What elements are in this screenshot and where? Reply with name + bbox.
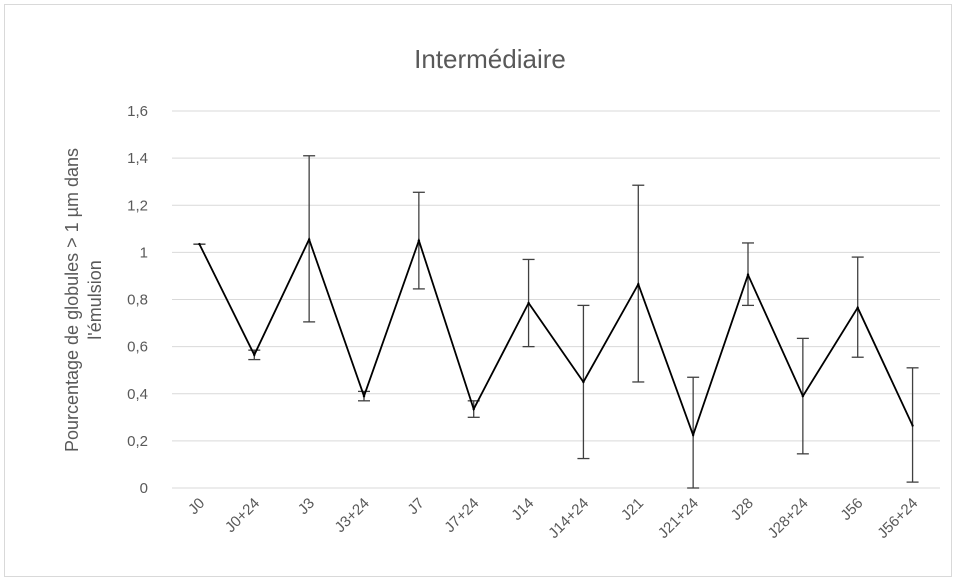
y-tick-label-7: 1,4 (127, 150, 148, 167)
x-tick-label-11: J28+24 (765, 495, 812, 542)
y-axis-title-line-1: Pourcentage de globules > 1 µm dans (62, 148, 82, 452)
x-tick-labels: J0 J0+24 J3 J3+24 J7 J7+24 J14 J14+24 J21 J21+24 J… (185, 495, 921, 542)
data-point-11 (801, 394, 805, 398)
x-tick-label-4: J7 (404, 495, 427, 518)
x-tick-label-1: J0+24 (222, 495, 263, 536)
data-point-2 (307, 238, 311, 241)
y-axis-title-line-2: l'émulsion (85, 260, 105, 339)
x-tick-label-10: J28 (728, 495, 757, 524)
x-tick-label-5: J7+24 (441, 495, 482, 536)
y-tick-label-8: 1,6 (127, 103, 148, 120)
chart-frame (4, 4, 952, 577)
x-tick-label-0: J0 (185, 495, 208, 518)
y-tick-label-2: 0,4 (127, 386, 148, 403)
series-polyline (198, 237, 914, 438)
data-point-4 (417, 239, 421, 242)
x-tick-label-9: J21+24 (655, 495, 702, 542)
y-tick-label-5: 1 (140, 244, 148, 261)
data-point-13 (911, 424, 914, 427)
x-tick-label-2: J3 (295, 495, 318, 518)
y-tick-label-1: 0,2 (127, 433, 148, 450)
data-point-5 (472, 407, 475, 411)
y-tick-label-4: 0,8 (127, 292, 148, 309)
x-tick-label-7: J14+24 (545, 495, 592, 542)
y-tick-label-6: 1,2 (127, 197, 148, 214)
series-line (198, 237, 914, 438)
x-tick-label-13: J56+24 (874, 495, 921, 542)
x-tick-label-8: J21 (618, 495, 647, 524)
gridlines (172, 110, 940, 489)
data-point-6 (527, 301, 530, 305)
y-tick-label-0: 0 (140, 480, 148, 497)
data-point-3 (362, 394, 366, 398)
data-point-10 (746, 273, 750, 276)
chart-title: Intermédiaire (414, 44, 566, 74)
x-tick-label-3: J3+24 (332, 495, 373, 536)
data-point-0 (198, 242, 201, 246)
data-point-12 (856, 306, 859, 309)
y-tick-label-3: 0,6 (127, 339, 148, 356)
data-point-1 (253, 353, 256, 357)
data-point-7 (582, 380, 585, 384)
data-point-8 (637, 282, 640, 286)
data-point-9 (691, 433, 695, 437)
x-tick-label-12: J56 (837, 495, 866, 524)
y-tick-labels: 0 0,2 0,4 0,6 0,8 1 1,2 1,4 1,6 (127, 103, 148, 497)
x-tick-label-6: J14 (508, 495, 537, 524)
